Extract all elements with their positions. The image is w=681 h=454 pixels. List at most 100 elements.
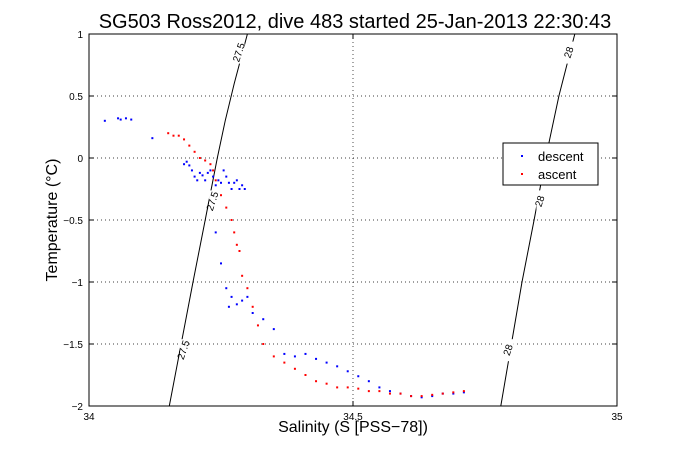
ascent-point	[315, 380, 318, 383]
descent-point	[241, 299, 244, 302]
descent-point	[196, 179, 199, 182]
chart-title: SG503 Ross2012, dive 483 started 25-Jan-…	[99, 11, 612, 33]
ascent-point	[235, 243, 238, 246]
descent-point	[220, 262, 222, 265]
ascent-point	[283, 361, 286, 364]
ascent-point	[225, 206, 228, 209]
descent-point	[235, 179, 238, 182]
y-tick-label: −1	[72, 278, 84, 289]
ascent-point	[262, 343, 265, 345]
ascent-point	[462, 390, 465, 393]
ascent-point	[251, 305, 254, 308]
descent-point	[304, 352, 307, 355]
descent-point	[325, 361, 328, 364]
ascent-point	[304, 374, 307, 376]
y-tick-label: 1	[77, 30, 83, 41]
contour-label-background	[180, 339, 190, 362]
descent-point	[230, 295, 233, 298]
descent-point	[420, 396, 423, 399]
descent-point	[230, 188, 233, 190]
ascent-point	[431, 393, 434, 396]
axes: 34 34.5 35 −2 −1.5 −1 −0.5 0 0.5 1	[63, 30, 623, 423]
ascent-point	[241, 274, 244, 277]
ascent-point	[212, 169, 215, 172]
ascent-point	[233, 231, 236, 234]
ascent-point	[209, 163, 212, 166]
descent-point	[119, 118, 122, 121]
legend: descent ascent	[502, 142, 599, 186]
descent-point	[227, 305, 230, 308]
ascent-point	[238, 250, 241, 252]
ascent-point	[172, 134, 175, 137]
descent-point	[243, 188, 246, 190]
contour-line-27-5	[168, 33, 248, 407]
ascent-point	[388, 392, 391, 395]
descent-point	[220, 181, 222, 184]
ascent-point	[378, 390, 381, 393]
ascent-point	[177, 134, 180, 137]
descent-point	[130, 118, 133, 121]
x-tick-label: 34	[83, 412, 95, 423]
ascent-point	[183, 138, 186, 141]
descent-point	[222, 169, 225, 172]
ascent-point	[293, 367, 296, 370]
descent-point	[336, 365, 339, 368]
legend-item-descent: descent	[521, 149, 584, 164]
descent-point	[367, 380, 370, 383]
descent-point	[283, 352, 286, 355]
contour-label-background	[504, 339, 514, 362]
descent-point	[151, 137, 154, 140]
descent-point	[188, 164, 191, 167]
ascent-point	[420, 395, 423, 398]
ascent-point	[193, 150, 196, 153]
descent-point	[193, 175, 196, 178]
descent-point	[315, 357, 318, 360]
legend-label-ascent: ascent	[538, 167, 577, 182]
descent-point	[206, 171, 209, 174]
descent-point	[225, 287, 228, 290]
legend-marker-ascent	[521, 173, 523, 175]
contour-label: 28	[563, 45, 577, 59]
contour-label-background	[209, 190, 219, 213]
x-axis-label: Salinity (S [PSS−78])	[278, 419, 428, 436]
descent-point	[212, 175, 215, 178]
ascent-point	[167, 132, 170, 135]
descent-point	[262, 318, 265, 321]
ascent-point	[198, 157, 201, 159]
contour-label-background	[235, 41, 245, 64]
descent-point	[103, 119, 106, 122]
ascent-point	[325, 382, 328, 385]
data-series	[103, 117, 465, 399]
descent-point	[378, 386, 381, 389]
y-tick-label: 0	[77, 154, 83, 165]
ascent-point	[346, 386, 349, 389]
contour-label: 28	[534, 194, 548, 208]
ascent-point	[188, 144, 191, 147]
ascent-point	[256, 324, 259, 327]
series-ascent	[167, 132, 465, 398]
descent-point	[198, 171, 201, 174]
descent-point	[217, 179, 220, 182]
descent-point	[452, 392, 455, 395]
ascent-point	[367, 390, 370, 393]
descent-point	[117, 117, 120, 120]
descent-point	[124, 117, 127, 120]
ascent-point	[399, 392, 402, 395]
x-tick-label: 34.5	[343, 412, 363, 423]
descent-point	[214, 184, 217, 187]
descent-point	[241, 184, 244, 187]
ascent-point	[452, 391, 455, 394]
ascent-point	[272, 355, 275, 358]
x-tick-label: 35	[611, 412, 623, 423]
descent-point	[183, 163, 186, 166]
legend-marker-descent	[521, 155, 523, 157]
descent-point	[388, 390, 391, 393]
contour-label: 28	[502, 343, 516, 357]
ascent-point	[441, 392, 444, 395]
descent-point	[293, 355, 296, 358]
descent-point	[214, 231, 217, 234]
descent-point	[233, 181, 236, 184]
